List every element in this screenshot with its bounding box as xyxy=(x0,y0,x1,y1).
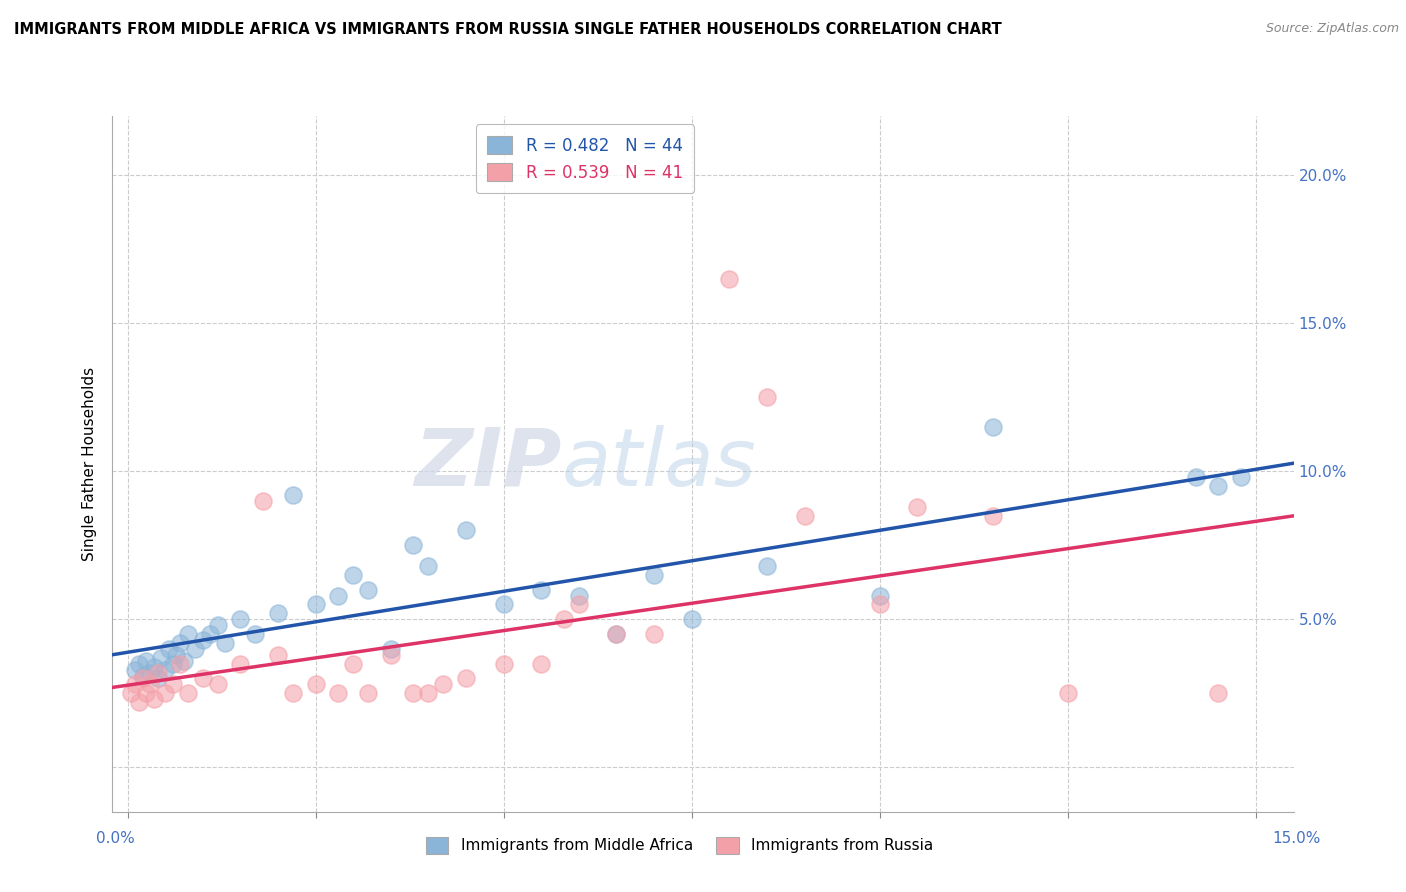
Point xyxy=(214,636,236,650)
Point xyxy=(1230,470,1253,484)
Point xyxy=(142,692,165,706)
Point xyxy=(418,559,440,574)
Point xyxy=(139,677,162,691)
Point xyxy=(681,612,703,626)
Point xyxy=(553,612,575,626)
Legend: Immigrants from Middle Africa, Immigrants from Russia: Immigrants from Middle Africa, Immigrant… xyxy=(419,830,939,860)
Point xyxy=(165,648,187,662)
Point xyxy=(1206,686,1229,700)
Point xyxy=(793,508,815,523)
Point xyxy=(229,612,252,626)
Point xyxy=(124,677,146,691)
Point xyxy=(169,657,191,671)
Point xyxy=(191,632,214,647)
Point xyxy=(162,677,184,691)
Point xyxy=(454,524,477,538)
Point xyxy=(568,598,591,612)
Point xyxy=(380,641,402,656)
Point xyxy=(605,627,627,641)
Point xyxy=(755,559,778,574)
Point xyxy=(150,650,173,665)
Point xyxy=(530,657,553,671)
Point xyxy=(135,686,157,700)
Point xyxy=(142,659,165,673)
Point xyxy=(229,657,252,671)
Point xyxy=(157,641,180,656)
Point xyxy=(530,582,553,597)
Point xyxy=(128,657,150,671)
Point xyxy=(177,627,200,641)
Point xyxy=(177,686,200,700)
Point xyxy=(128,695,150,709)
Point xyxy=(432,677,454,691)
Point xyxy=(267,648,290,662)
Point xyxy=(252,493,274,508)
Point xyxy=(1184,470,1206,484)
Point xyxy=(146,672,169,686)
Point xyxy=(281,686,304,700)
Point xyxy=(492,657,515,671)
Point xyxy=(981,420,1004,434)
Y-axis label: Single Father Households: Single Father Households xyxy=(82,367,97,561)
Point xyxy=(402,538,425,552)
Point xyxy=(905,500,928,514)
Text: 0.0%: 0.0% xyxy=(96,831,135,846)
Point xyxy=(153,686,176,700)
Point xyxy=(304,677,326,691)
Point xyxy=(380,648,402,662)
Point xyxy=(200,627,222,641)
Point xyxy=(191,672,214,686)
Point xyxy=(328,589,350,603)
Point xyxy=(146,665,169,680)
Text: ZIP: ZIP xyxy=(413,425,561,503)
Point xyxy=(1056,686,1078,700)
Point xyxy=(342,657,364,671)
Point xyxy=(173,654,195,668)
Point xyxy=(869,598,891,612)
Point xyxy=(342,567,364,582)
Point xyxy=(718,272,741,286)
Text: 15.0%: 15.0% xyxy=(1272,831,1320,846)
Point xyxy=(643,567,665,582)
Point xyxy=(402,686,425,700)
Point xyxy=(135,654,157,668)
Point xyxy=(120,686,142,700)
Point xyxy=(304,598,326,612)
Point xyxy=(267,607,290,621)
Point xyxy=(169,636,191,650)
Point xyxy=(245,627,267,641)
Point xyxy=(153,663,176,677)
Point xyxy=(124,663,146,677)
Text: atlas: atlas xyxy=(561,425,756,503)
Text: Source: ZipAtlas.com: Source: ZipAtlas.com xyxy=(1265,22,1399,36)
Point xyxy=(139,665,162,680)
Point xyxy=(207,618,229,632)
Text: IMMIGRANTS FROM MIDDLE AFRICA VS IMMIGRANTS FROM RUSSIA SINGLE FATHER HOUSEHOLDS: IMMIGRANTS FROM MIDDLE AFRICA VS IMMIGRA… xyxy=(14,22,1002,37)
Point xyxy=(418,686,440,700)
Point xyxy=(131,668,153,682)
Point xyxy=(492,598,515,612)
Point xyxy=(981,508,1004,523)
Point xyxy=(281,488,304,502)
Point xyxy=(755,390,778,404)
Point xyxy=(184,641,207,656)
Point xyxy=(605,627,627,641)
Point xyxy=(357,582,380,597)
Point xyxy=(357,686,380,700)
Point xyxy=(568,589,591,603)
Point xyxy=(1206,479,1229,493)
Point xyxy=(207,677,229,691)
Point xyxy=(162,657,184,671)
Point xyxy=(454,672,477,686)
Point xyxy=(643,627,665,641)
Point xyxy=(869,589,891,603)
Point xyxy=(328,686,350,700)
Point xyxy=(131,672,153,686)
